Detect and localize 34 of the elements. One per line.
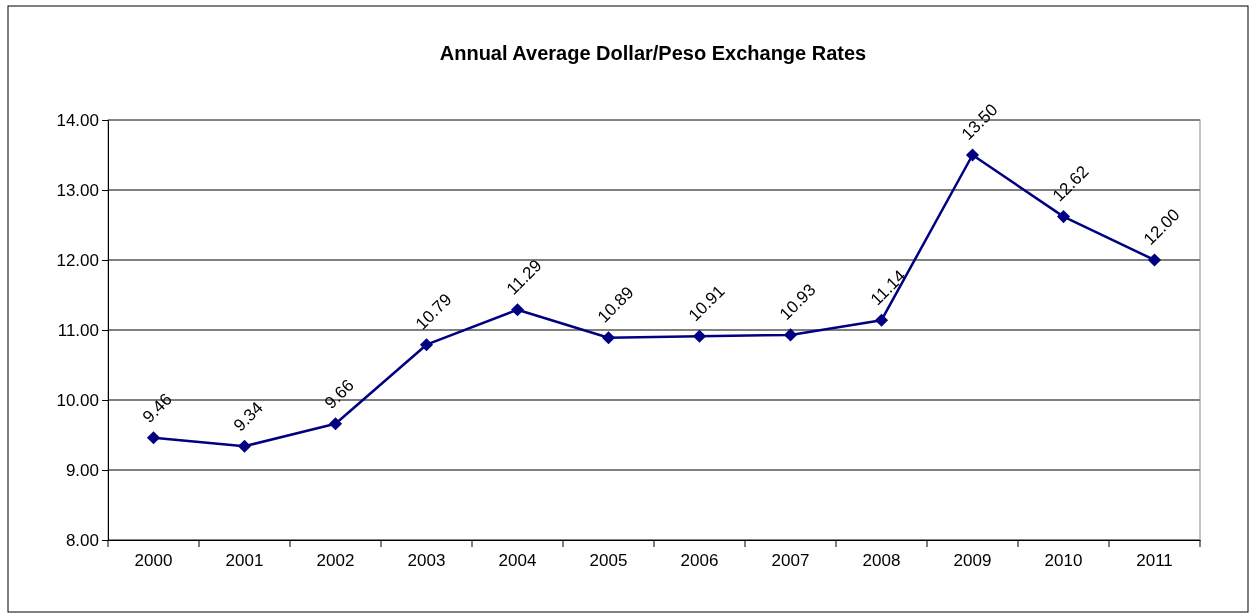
x-tick-label: 2003 bbox=[407, 551, 446, 571]
point bbox=[783, 328, 798, 342]
y-tick-label: 10.00 bbox=[56, 390, 99, 410]
y-tick-label: 9.00 bbox=[65, 460, 99, 480]
point bbox=[328, 417, 343, 431]
point bbox=[874, 313, 889, 327]
chart-title: Annual Average Dollar/Peso Exchange Rates bbox=[439, 42, 867, 64]
data-label: 9.66 bbox=[320, 375, 358, 413]
x-tick-label: 2011 bbox=[1136, 551, 1173, 571]
x-tick-label: 2006 bbox=[680, 551, 719, 571]
point bbox=[965, 148, 980, 162]
y-tick-label: 14.00 bbox=[56, 110, 99, 130]
point bbox=[419, 338, 434, 352]
point bbox=[1056, 210, 1071, 224]
y-tick-label: 8.00 bbox=[65, 530, 99, 550]
x-tick-label: 2004 bbox=[498, 551, 537, 571]
y-tick-label: 11.00 bbox=[57, 320, 99, 340]
x-tick-label: 2010 bbox=[1044, 551, 1083, 571]
y-tick-label: 12.00 bbox=[56, 250, 99, 270]
x-tick-label: 2000 bbox=[134, 551, 173, 571]
point bbox=[1147, 253, 1162, 267]
point bbox=[601, 331, 616, 345]
x-tick-label: 2007 bbox=[771, 551, 810, 571]
x-tick-label: 2009 bbox=[953, 551, 992, 571]
point bbox=[237, 439, 252, 453]
point bbox=[692, 329, 707, 343]
y-tick-label: 13.00 bbox=[56, 180, 99, 200]
x-tick-label: 2005 bbox=[589, 551, 628, 571]
x-tick-label: 2008 bbox=[862, 551, 901, 571]
x-tick-label: 2001 bbox=[225, 551, 264, 571]
point bbox=[510, 303, 525, 317]
x-tick-label: 2002 bbox=[316, 551, 355, 571]
data-label: 9.46 bbox=[138, 389, 176, 427]
point bbox=[146, 431, 161, 445]
